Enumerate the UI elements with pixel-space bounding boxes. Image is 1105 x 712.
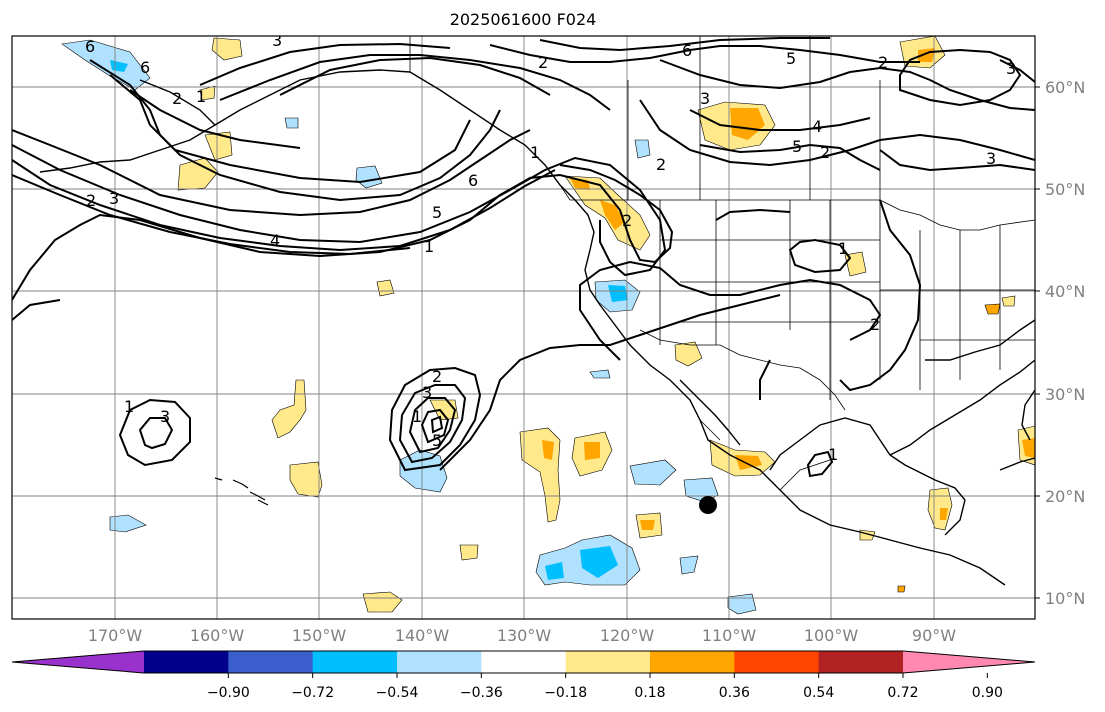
graticule: [12, 36, 1035, 619]
colorbar-segment: [565, 651, 651, 673]
colorbar-segment: [228, 651, 314, 673]
colorbar-tick-label: 0.72: [887, 685, 918, 701]
lon-label-160w: 160°W: [190, 626, 245, 645]
contour-label: 6: [140, 58, 150, 77]
lon-label-120w: 120°W: [600, 626, 655, 645]
contour-label: 2: [820, 143, 830, 162]
lon-label-170w: 170°W: [88, 626, 143, 645]
contour-label: 3: [109, 189, 119, 208]
contour-label: 1: [424, 237, 434, 256]
colorbar-segment: [818, 651, 904, 673]
contour-label: 6: [85, 37, 95, 56]
lat-label-60n: 60°N: [1045, 78, 1085, 97]
colorbar-segment: [650, 651, 735, 673]
lat-label-50n: 50°N: [1045, 180, 1085, 199]
lon-label-140w: 140°W: [395, 626, 450, 645]
lat-label-10n: 10°N: [1045, 589, 1085, 608]
colorbar-tick-label: 0.18: [634, 685, 665, 701]
contour-label: 6: [682, 41, 692, 60]
contour-label: 2: [172, 89, 182, 108]
lon-label-130w: 130°W: [497, 626, 552, 645]
map-frame: [11, 35, 1036, 620]
contour-label: 2: [432, 367, 442, 386]
contour-label: 2: [86, 191, 96, 210]
contour-label: 1: [838, 239, 848, 258]
contour-label: 5: [786, 49, 796, 68]
colorbar-segment: [312, 651, 398, 673]
colorbar-segment: [397, 651, 482, 673]
colorbar-tick-label: −0.90: [207, 685, 250, 701]
colorbar-tick-label: 0.54: [803, 685, 834, 701]
contour-label: 3: [272, 31, 282, 50]
colorbar: −0.90 −0.72 −0.54 −0.36 −0.18 0.18 0.36 0.54 0.7…: [11, 650, 1036, 701]
contour-label: 4: [812, 117, 822, 136]
lon-label-100w: 100°W: [804, 626, 859, 645]
contour-label: 2: [622, 211, 632, 230]
lon-label-150w: 150°W: [292, 626, 347, 645]
contour-label: 1: [530, 143, 540, 162]
lon-label-90w: 90°W: [912, 626, 956, 645]
contour-label: 5: [792, 137, 802, 156]
lat-label-20n: 20°N: [1045, 487, 1085, 506]
contour-label: 3: [986, 149, 996, 168]
colorbar-segment: [144, 651, 229, 673]
colorbar-tick-label: −0.54: [376, 685, 419, 701]
contour-label: 5: [432, 431, 442, 450]
political-borders: [409, 36, 1035, 491]
colorbar-extend-low: [12, 651, 144, 673]
lat-label-40n: 40°N: [1045, 282, 1085, 301]
colorbar-segment: [734, 651, 820, 673]
contour-label: 3: [160, 407, 170, 426]
colorbar-outline: [11, 650, 1036, 674]
colorbar-tick-label: 0.90: [972, 685, 1003, 701]
map-title: 2025061600 F024: [449, 10, 597, 29]
contour-label: 1: [412, 407, 422, 426]
contour-label: 3: [422, 383, 432, 402]
contour-label: 3: [700, 89, 710, 108]
latitude-labels: 60°N 50°N 40°N 30°N 20°N 10°N: [1035, 78, 1085, 608]
contour-label: 3: [1006, 59, 1016, 78]
contour-label: 6: [468, 171, 478, 190]
contour-label-group: 6 3 2 1 6 2 3 6 5 4 5 3 2 3 1 2 2 4 6 5 …: [85, 31, 1016, 464]
colorbar-extend-high: [903, 651, 1035, 673]
contour-label: 2: [538, 53, 548, 72]
contour-label: 1: [196, 87, 206, 106]
anomaly-shading: [61, 36, 1035, 615]
contour-label: 2: [878, 53, 888, 72]
colorbar-segment: [481, 651, 567, 673]
colorbar-tick-label: −0.72: [291, 685, 334, 701]
contour-label: 5: [432, 203, 442, 222]
contour-lines: [12, 37, 1035, 478]
contour-label: 1: [828, 445, 838, 464]
colorbar-tick-label: −0.18: [544, 685, 587, 701]
contour-label: 4: [270, 231, 280, 250]
hawaiian-islands: [214, 477, 269, 506]
contour-label: 2: [656, 155, 666, 174]
colorbar-tick-label: 0.36: [719, 685, 750, 701]
longitude-labels: 170°W 160°W 150°W 140°W 130°W 120°W 110°…: [88, 626, 956, 645]
storm-position-marker: [699, 496, 717, 514]
lat-label-30n: 30°N: [1045, 385, 1085, 404]
contour-label: 1: [124, 397, 134, 416]
colorbar-tick-label: −0.36: [460, 685, 503, 701]
lon-label-110w: 110°W: [702, 626, 757, 645]
contour-label: 2: [870, 315, 880, 334]
